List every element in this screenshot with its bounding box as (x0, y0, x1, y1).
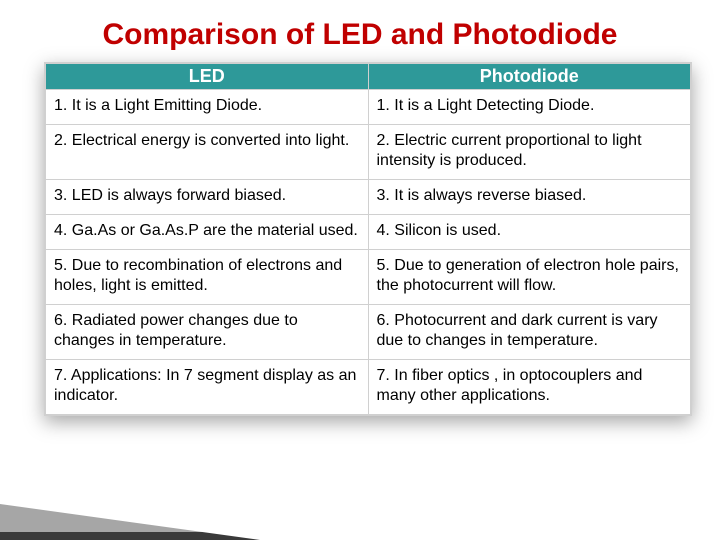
cell-led: 7. Applications: In 7 segment display as… (46, 360, 369, 415)
comparison-table-container: LED Photodiode 1. It is a Light Emitting… (44, 62, 692, 416)
table-row: 7. Applications: In 7 segment display as… (46, 360, 691, 415)
cell-photodiode: 3. It is always reverse biased. (368, 180, 691, 215)
page-title: Comparison of LED and Photodiode (0, 0, 720, 62)
col-header-led: LED (46, 64, 369, 90)
cell-photodiode: 7. In fiber optics , in optocouplers and… (368, 360, 691, 415)
table-header-row: LED Photodiode (46, 64, 691, 90)
table-row: 5. Due to recombination of electrons and… (46, 250, 691, 305)
table-row: 2. Electrical energy is converted into l… (46, 125, 691, 180)
col-header-photodiode: Photodiode (368, 64, 691, 90)
cell-photodiode: 2. Electric current proportional to ligh… (368, 125, 691, 180)
table-row: 6. Radiated power changes due to changes… (46, 305, 691, 360)
slide-accent-shape (0, 496, 260, 540)
cell-led: 5. Due to recombination of electrons and… (46, 250, 369, 305)
cell-led: 2. Electrical energy is converted into l… (46, 125, 369, 180)
table-row: 3. LED is always forward biased. 3. It i… (46, 180, 691, 215)
cell-led: 1. It is a Light Emitting Diode. (46, 90, 369, 125)
table-row: 1. It is a Light Emitting Diode. 1. It i… (46, 90, 691, 125)
cell-photodiode: 6. Photocurrent and dark current is vary… (368, 305, 691, 360)
comparison-table: LED Photodiode 1. It is a Light Emitting… (45, 63, 691, 415)
cell-led: 4. Ga.As or Ga.As.P are the material use… (46, 215, 369, 250)
cell-photodiode: 4. Silicon is used. (368, 215, 691, 250)
cell-photodiode: 1. It is a Light Detecting Diode. (368, 90, 691, 125)
table-row: 4. Ga.As or Ga.As.P are the material use… (46, 215, 691, 250)
cell-photodiode: 5. Due to generation of electron hole pa… (368, 250, 691, 305)
cell-led: 6. Radiated power changes due to changes… (46, 305, 369, 360)
cell-led: 3. LED is always forward biased. (46, 180, 369, 215)
